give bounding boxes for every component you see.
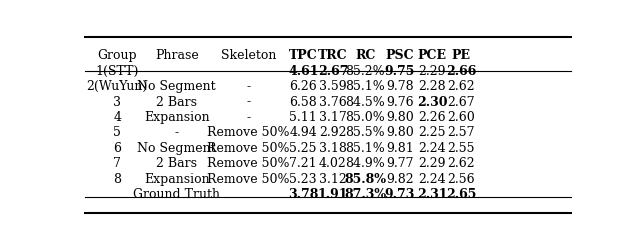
Text: 2.66: 2.66	[445, 65, 476, 78]
Text: 2.29: 2.29	[419, 157, 446, 170]
Text: No Segment: No Segment	[138, 80, 216, 93]
Text: 9.80: 9.80	[386, 126, 414, 139]
Text: 2 Bars: 2 Bars	[156, 157, 197, 170]
Text: 2.24: 2.24	[419, 173, 446, 186]
Text: 87.3%: 87.3%	[344, 188, 387, 201]
Text: Remove 50%: Remove 50%	[207, 173, 290, 186]
Text: -: -	[246, 65, 251, 78]
Text: -: -	[175, 126, 179, 139]
Text: 4.61: 4.61	[288, 65, 319, 78]
Text: -: -	[246, 80, 251, 93]
Text: 85.5%: 85.5%	[346, 126, 385, 139]
Text: 5: 5	[113, 126, 121, 139]
Text: Expansion: Expansion	[144, 111, 209, 124]
Text: 9.75: 9.75	[385, 65, 415, 78]
Text: 2 Bars: 2 Bars	[156, 95, 197, 108]
Text: 2.65: 2.65	[445, 188, 476, 201]
Text: 2.57: 2.57	[447, 126, 475, 139]
Text: 2.30: 2.30	[417, 95, 447, 108]
Text: 4: 4	[113, 111, 121, 124]
Text: Phrase: Phrase	[155, 49, 198, 62]
Text: Skeleton: Skeleton	[221, 49, 276, 62]
Text: -: -	[175, 65, 179, 78]
Text: 6.58: 6.58	[289, 95, 317, 108]
Text: 7.21: 7.21	[289, 157, 317, 170]
Text: 9.81: 9.81	[386, 142, 414, 155]
Text: 85.0%: 85.0%	[346, 111, 385, 124]
Text: 4.02: 4.02	[319, 157, 347, 170]
Text: 5.23: 5.23	[289, 173, 317, 186]
Text: 3.18: 3.18	[319, 142, 347, 155]
Text: Remove 50%: Remove 50%	[207, 142, 290, 155]
Text: 85.1%: 85.1%	[346, 142, 385, 155]
Text: 85.8%: 85.8%	[344, 173, 386, 186]
Text: Group: Group	[97, 49, 137, 62]
Text: 7: 7	[113, 157, 121, 170]
Text: 3.17: 3.17	[319, 111, 347, 124]
Text: 1.91: 1.91	[317, 188, 348, 201]
Text: 2.56: 2.56	[447, 173, 475, 186]
Text: 5.11: 5.11	[289, 111, 317, 124]
Text: No Segment: No Segment	[138, 142, 216, 155]
Text: RC: RC	[355, 49, 376, 62]
Text: 5.25: 5.25	[289, 142, 317, 155]
Text: -: -	[246, 95, 251, 108]
Text: 9.82: 9.82	[386, 173, 413, 186]
Text: 2.29: 2.29	[419, 65, 446, 78]
Text: 2.62: 2.62	[447, 157, 475, 170]
Text: 2.67: 2.67	[317, 65, 348, 78]
Text: 9.77: 9.77	[386, 157, 413, 170]
Text: 2.31: 2.31	[417, 188, 447, 201]
Text: 85.1%: 85.1%	[346, 80, 385, 93]
Text: 2.67: 2.67	[447, 95, 475, 108]
Text: 2(WuYun): 2(WuYun)	[86, 80, 148, 93]
Text: TPC: TPC	[289, 49, 317, 62]
Text: 84.5%: 84.5%	[346, 95, 385, 108]
Text: 84.9%: 84.9%	[346, 157, 385, 170]
Text: 2.26: 2.26	[419, 111, 446, 124]
Text: PCE: PCE	[418, 49, 447, 62]
Text: 2.28: 2.28	[419, 80, 446, 93]
Text: 2.62: 2.62	[447, 80, 475, 93]
Text: 2.55: 2.55	[447, 142, 475, 155]
Text: TRC: TRC	[318, 49, 348, 62]
Text: 3: 3	[113, 95, 121, 108]
Text: 85.2%: 85.2%	[346, 65, 385, 78]
Text: 8: 8	[113, 173, 121, 186]
Text: 2.60: 2.60	[447, 111, 475, 124]
Text: 3.12: 3.12	[319, 173, 347, 186]
Text: 6.26: 6.26	[289, 80, 317, 93]
Text: 3.76: 3.76	[319, 95, 347, 108]
Text: 1(STT): 1(STT)	[95, 65, 139, 78]
Text: Remove 50%: Remove 50%	[207, 126, 290, 139]
Text: 2.24: 2.24	[419, 142, 446, 155]
Text: Remove 50%: Remove 50%	[207, 157, 290, 170]
Text: 9.73: 9.73	[385, 188, 415, 201]
Text: 3.59: 3.59	[319, 80, 347, 93]
Text: 3.78: 3.78	[288, 188, 318, 201]
Text: 2.25: 2.25	[419, 126, 446, 139]
Text: Ground Truth: Ground Truth	[133, 188, 220, 201]
Text: 4.94: 4.94	[289, 126, 317, 139]
Text: 6: 6	[113, 142, 121, 155]
Text: 9.76: 9.76	[386, 95, 413, 108]
Text: -: -	[246, 111, 251, 124]
Text: PSC: PSC	[386, 49, 414, 62]
Text: 2.92: 2.92	[319, 126, 347, 139]
Text: PE: PE	[451, 49, 470, 62]
Text: 9.78: 9.78	[386, 80, 413, 93]
Text: 9.80: 9.80	[386, 111, 414, 124]
Text: Expansion: Expansion	[144, 173, 209, 186]
